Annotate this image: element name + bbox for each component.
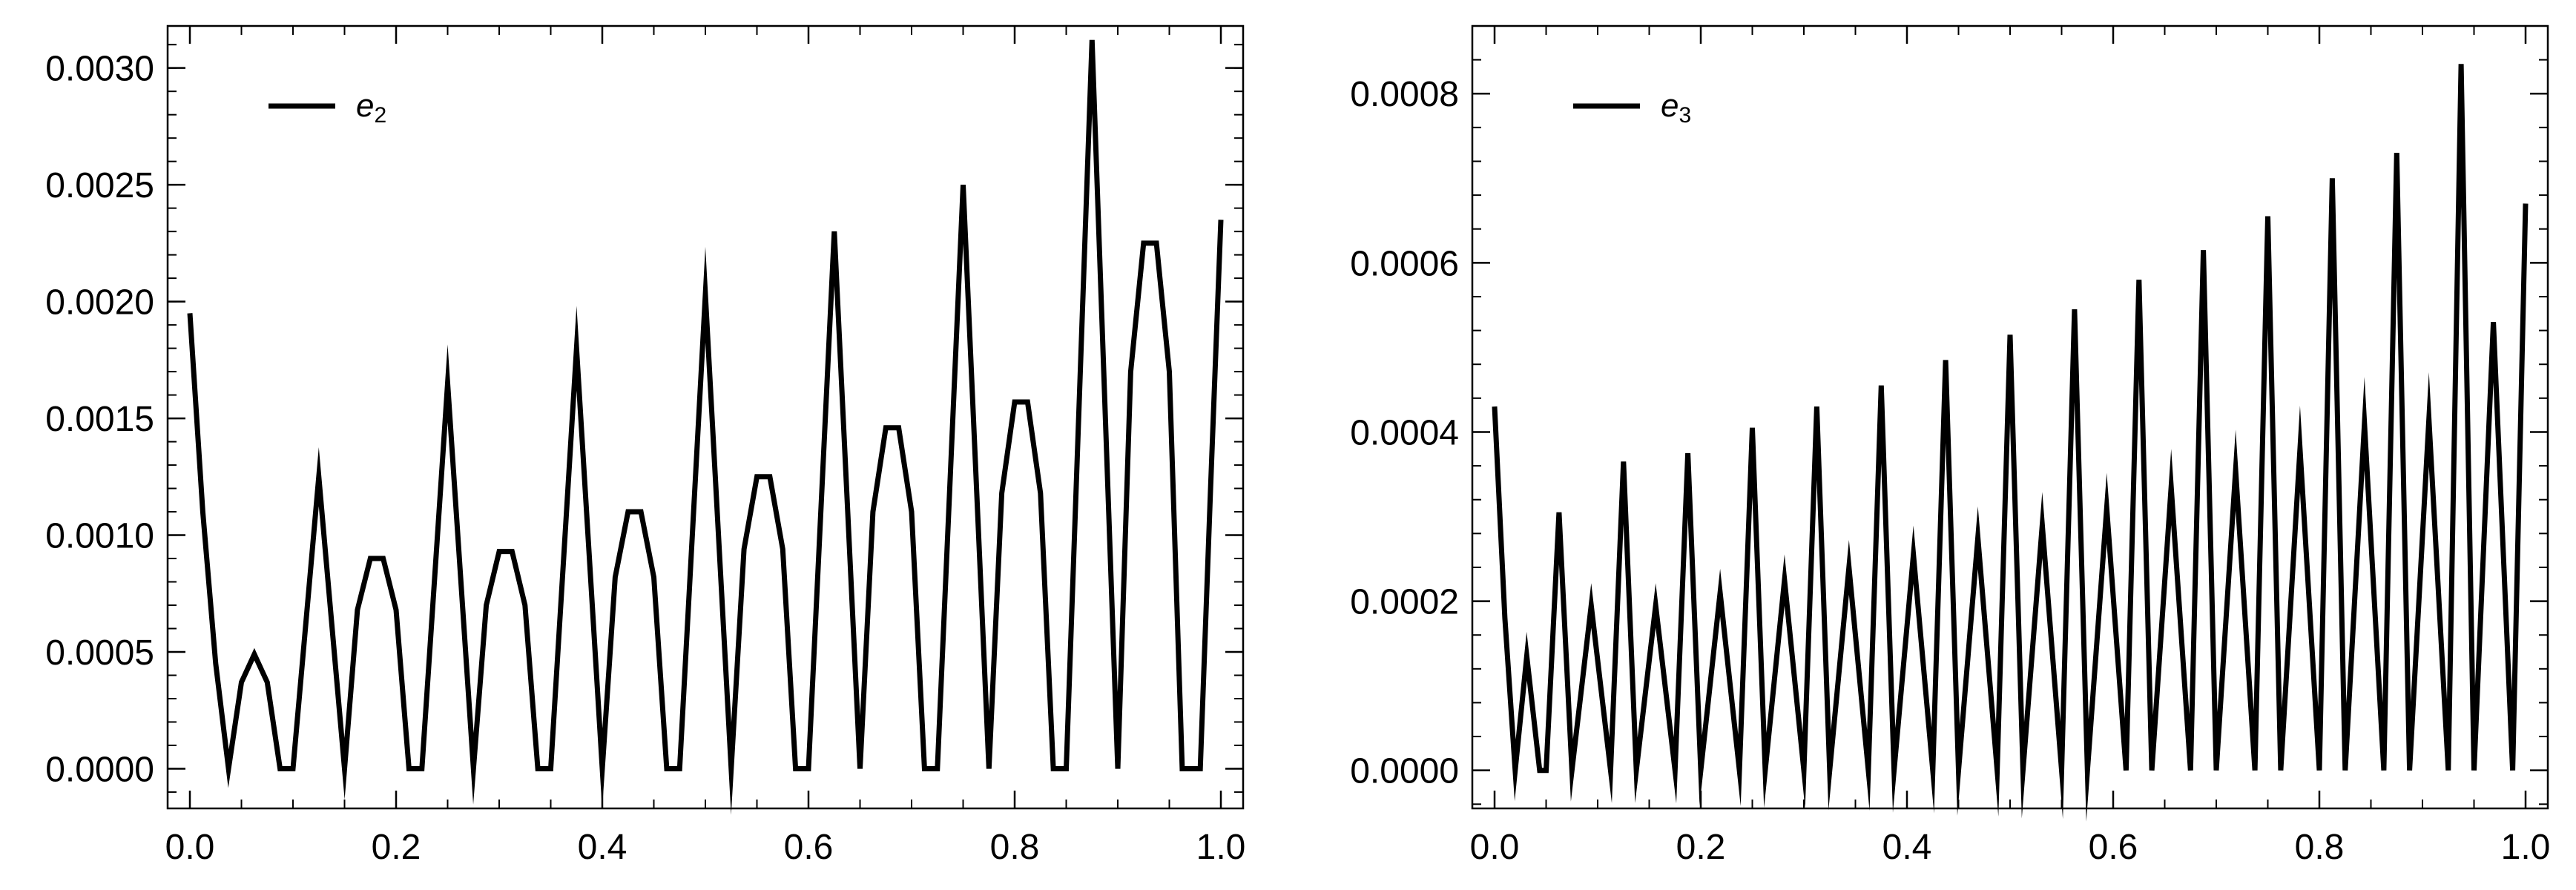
legend-label-subscript: 2 xyxy=(374,103,386,128)
x-tick-label: 0.4 xyxy=(578,828,627,867)
y-tick-label: 0.0030 xyxy=(45,50,154,89)
y-tick-label: 0.0008 xyxy=(1350,75,1459,114)
x-tick-label: 0.8 xyxy=(990,828,1040,867)
y-tick-label: 0.0025 xyxy=(45,166,154,205)
legend-label: e2 xyxy=(356,88,386,128)
x-tick-label: 0.4 xyxy=(1882,828,1932,867)
plot-frame xyxy=(166,24,1245,810)
legend-label-name: e xyxy=(356,88,374,124)
x-tick-label: 0.8 xyxy=(2295,828,2345,867)
series-line-e3 xyxy=(1492,64,2529,822)
legend: e3 xyxy=(1573,88,1691,128)
legend: e2 xyxy=(269,88,386,128)
y-tick-label: 0.0010 xyxy=(45,517,154,556)
y-tick-label: 0.0015 xyxy=(45,400,154,439)
x-tick-label: 0.6 xyxy=(2089,828,2138,867)
y-tick-label: 0.0000 xyxy=(45,750,154,789)
legend-label-name: e xyxy=(1661,88,1679,124)
chart-e3: 0.0000 0.0002 0.0004 0.0006 0.0008 0.0 0.2 0.4… xyxy=(1350,24,2551,867)
x-axis: 0.0 0.2 0.4 0.6 0.8 1.0 xyxy=(1470,26,2551,867)
legend-label: e3 xyxy=(1661,88,1691,128)
x-tick-label: 0.2 xyxy=(372,828,421,867)
y-tick-label: 0.0004 xyxy=(1350,413,1459,452)
x-tick-label: 1.0 xyxy=(1196,828,1246,867)
x-tick-label: 0.6 xyxy=(784,828,834,867)
x-tick-label: 1.0 xyxy=(2501,828,2551,867)
y-axis: 0.0000 0.0002 0.0004 0.0006 0.0008 xyxy=(1350,25,2548,805)
series-line-e2 xyxy=(187,39,1224,815)
y-axis: 0.0000 0.0005 0.0010 0.0015 0.0020 0.0025 0.00… xyxy=(45,44,1243,793)
legend-label-subscript: 3 xyxy=(1679,103,1691,128)
x-tick-label: 0.2 xyxy=(1676,828,1726,867)
y-tick-label: 0.0020 xyxy=(45,283,154,323)
y-tick-label: 0.0002 xyxy=(1350,583,1459,622)
chart-e2: 0.00000.00050.00100.00150.00200.00250.00… xyxy=(45,24,1246,867)
y-tick-label: 0.0006 xyxy=(1350,244,1459,283)
x-tick-label: 0.0 xyxy=(1470,828,1520,867)
x-axis: 0.0 0.2 0.4 0.6 0.8 1.0 xyxy=(165,26,1246,867)
y-tick-label: 0.0000 xyxy=(1350,752,1459,791)
x-tick-label: 0.0 xyxy=(165,828,215,867)
y-tick-label: 0.0005 xyxy=(45,633,154,673)
